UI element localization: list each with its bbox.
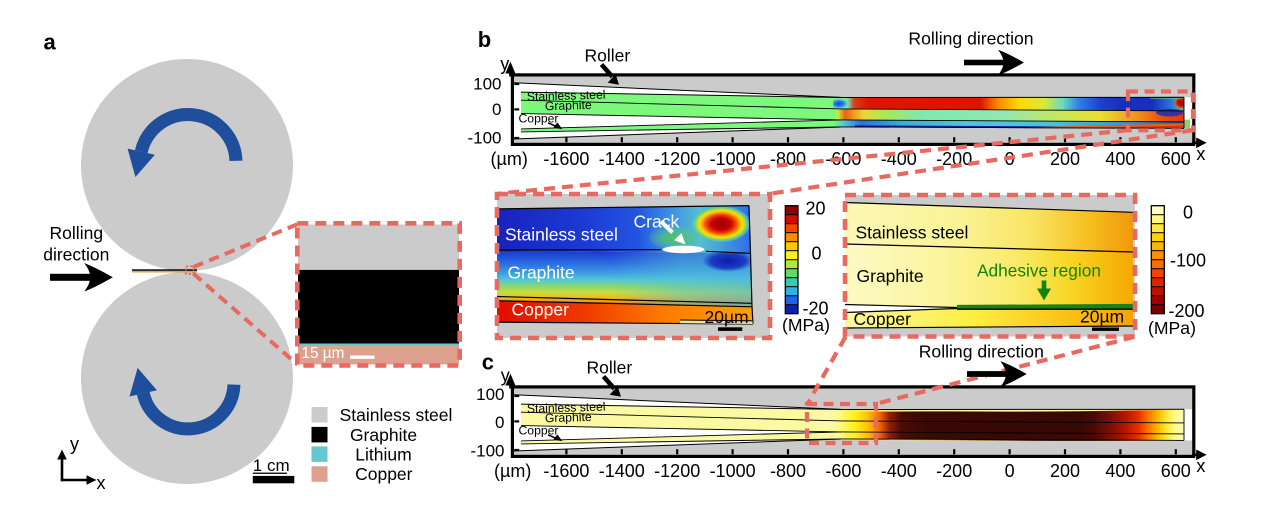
- svg-text:Lithium: Lithium: [355, 444, 411, 464]
- svg-text:200: 200: [1050, 149, 1080, 169]
- svg-text:b: b: [478, 27, 491, 52]
- svg-text:-1600: -1600: [543, 149, 589, 169]
- svg-text:Copper: Copper: [519, 111, 559, 125]
- svg-text:-100: -100: [1170, 250, 1206, 270]
- svg-text:-1400: -1400: [599, 149, 645, 169]
- svg-text:0: 0: [495, 413, 504, 432]
- svg-text:x: x: [97, 473, 106, 493]
- svg-text:-100: -100: [467, 129, 501, 148]
- svg-text:Copper: Copper: [512, 300, 570, 320]
- svg-text:-600: -600: [825, 461, 861, 481]
- svg-text:Stainless steel: Stainless steel: [527, 88, 606, 104]
- svg-text:400: 400: [1105, 461, 1135, 481]
- svg-text:-200: -200: [936, 461, 972, 481]
- svg-text:Adhesive region: Adhesive region: [977, 260, 1101, 280]
- svg-text:(MPa): (MPa): [782, 315, 830, 335]
- svg-text:0: 0: [811, 243, 821, 263]
- svg-text:15 µm: 15 µm: [302, 345, 345, 362]
- svg-text:Rolling direction: Rolling direction: [919, 341, 1044, 361]
- svg-text:-800: -800: [770, 461, 806, 481]
- svg-text:-200: -200: [1168, 301, 1204, 321]
- svg-text:y: y: [501, 365, 510, 385]
- svg-text:Stainless steel: Stainless steel: [856, 223, 969, 243]
- svg-text:y: y: [500, 54, 509, 74]
- svg-text:100: 100: [476, 385, 504, 404]
- svg-text:Copper: Copper: [854, 309, 912, 329]
- svg-text:Rolling direction: Rolling direction: [908, 29, 1033, 49]
- svg-text:a: a: [44, 30, 57, 55]
- svg-text:-1000: -1000: [710, 149, 756, 169]
- svg-text:-20: -20: [802, 298, 828, 318]
- svg-text:Copper: Copper: [519, 423, 559, 437]
- svg-text:Graphite: Graphite: [857, 266, 924, 286]
- svg-text:600: 600: [1161, 149, 1191, 169]
- svg-text:600: 600: [1161, 461, 1191, 481]
- svg-text:Stainless steel: Stainless steel: [527, 400, 606, 416]
- svg-text:Rolling: Rolling: [50, 223, 104, 243]
- svg-text:-600: -600: [825, 149, 861, 169]
- svg-text:Roller: Roller: [587, 358, 633, 378]
- svg-text:-1200: -1200: [654, 149, 700, 169]
- svg-text:Graphite: Graphite: [545, 410, 592, 425]
- svg-text:y: y: [70, 434, 79, 454]
- svg-text:20µm: 20µm: [705, 307, 749, 327]
- svg-text:20: 20: [805, 198, 825, 218]
- svg-text:-1000: -1000: [710, 461, 756, 481]
- svg-text:c: c: [482, 349, 494, 374]
- svg-text:-100: -100: [470, 442, 504, 461]
- svg-text:Stainless steel: Stainless steel: [505, 225, 618, 245]
- svg-text:Graphite: Graphite: [508, 263, 575, 283]
- svg-text:Roller: Roller: [585, 46, 631, 66]
- svg-text:direction: direction: [43, 244, 109, 264]
- svg-text:x: x: [1196, 144, 1205, 164]
- svg-text:-200: -200: [936, 149, 972, 169]
- svg-text:-800: -800: [770, 149, 806, 169]
- svg-text:Graphite: Graphite: [545, 98, 592, 113]
- svg-text:-400: -400: [881, 461, 917, 481]
- svg-text:0: 0: [492, 100, 501, 119]
- svg-text:400: 400: [1105, 149, 1135, 169]
- svg-text:(µm): (µm): [494, 461, 531, 481]
- svg-text:Graphite: Graphite: [350, 425, 417, 445]
- svg-text:100: 100: [473, 75, 501, 94]
- svg-text:(MPa): (MPa): [1148, 318, 1196, 338]
- svg-text:Stainless steel: Stainless steel: [340, 405, 453, 425]
- svg-text:x: x: [1196, 456, 1205, 476]
- svg-text:0: 0: [1005, 461, 1015, 481]
- svg-text:20µm: 20µm: [1080, 307, 1124, 327]
- svg-text:Copper: Copper: [355, 464, 413, 484]
- svg-text:-1600: -1600: [543, 461, 589, 481]
- svg-text:-1200: -1200: [654, 461, 700, 481]
- svg-text:-1400: -1400: [599, 461, 645, 481]
- svg-text:(µm): (µm): [491, 149, 528, 169]
- svg-text:1 cm: 1 cm: [253, 456, 290, 475]
- svg-text:Crack: Crack: [634, 212, 680, 232]
- svg-text:200: 200: [1050, 461, 1080, 481]
- svg-text:0: 0: [1183, 202, 1193, 222]
